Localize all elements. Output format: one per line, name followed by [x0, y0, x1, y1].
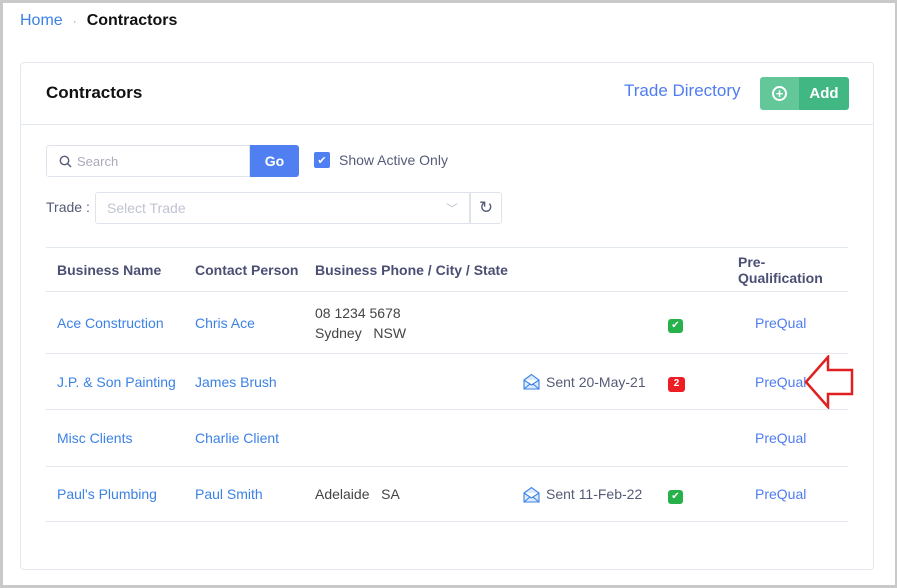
phone-location-cell [304, 353, 512, 410]
phone-location-cell: 08 1234 5678 Sydney NSW [304, 291, 512, 354]
search-icon [59, 155, 72, 167]
issue-count-badge: 2 [668, 376, 685, 392]
sent-date: Sent 11-Feb-22 [546, 486, 643, 502]
phone-location-cell [304, 409, 512, 467]
contact-person-link[interactable]: Chris Ace [195, 314, 255, 331]
go-button[interactable]: Go [250, 145, 299, 177]
header-phone-city-state: Business Phone / City / State [304, 247, 512, 292]
approved-check-icon: ✔ [668, 490, 683, 504]
header-status [657, 247, 727, 292]
business-name-link[interactable]: J.P. & Son Painting [57, 373, 176, 390]
contractors-card: Contractors Trade Directory + Add Search… [20, 62, 874, 570]
status-cell: ✔ [657, 291, 727, 354]
sent-cell: Sent 20-May-21 [512, 353, 657, 410]
city-state: Adelaide SA [315, 486, 400, 502]
status-cell [657, 409, 727, 467]
header-sent [512, 247, 657, 292]
envelope-icon [523, 373, 540, 390]
breadcrumb-home[interactable]: Home [20, 12, 63, 29]
add-button-label: Add [799, 77, 849, 110]
show-active-checkbox[interactable]: ✔ Show Active Only [314, 152, 448, 168]
sent-cell: Sent 11-Feb-22 [512, 466, 657, 522]
add-button[interactable]: + Add [760, 77, 849, 110]
show-active-label: Show Active Only [339, 152, 448, 168]
breadcrumb-current: Contractors [86, 12, 178, 29]
prequal-link[interactable]: PreQual [755, 373, 807, 390]
sent-date: Sent 20-May-21 [546, 373, 646, 390]
table-row[interactable]: Ace Construction Chris Ace 08 1234 5678 Syd… [46, 291, 848, 354]
trade-label: Trade : [46, 199, 90, 215]
approved-check-icon: ✔ [668, 318, 683, 333]
trade-directory-link[interactable]: Trade Directory [624, 81, 741, 100]
search-placeholder: Search [77, 153, 119, 169]
business-name-link[interactable]: Ace Construction [57, 314, 164, 331]
prequal-link[interactable]: PreQual [755, 430, 807, 446]
contractors-table: Business Name Contact Person Business Ph… [46, 247, 848, 522]
table-row[interactable]: J.P. & Son Painting James Brush Sent 20-Ma… [46, 353, 848, 410]
search-input[interactable]: Search [46, 145, 250, 177]
status-cell: ✔ [657, 466, 727, 522]
contact-person-link[interactable]: Charlie Client [195, 430, 280, 446]
annotation-arrow-icon [804, 355, 854, 409]
header-business-name: Business Name [46, 247, 184, 292]
checkmark-icon: ✔ [314, 152, 330, 168]
city-state: Sydney NSW [315, 324, 407, 341]
card-title: Contractors [46, 83, 143, 102]
plus-circle-icon: + [772, 86, 787, 101]
trade-select[interactable]: Select Trade ﹀ [95, 192, 470, 224]
table-row[interactable]: Paul's Plumbing Paul Smith Adelaide SA Sent… [46, 466, 848, 522]
refresh-button[interactable]: ↻ [470, 192, 502, 224]
chevron-down-icon: ﹀ [445, 202, 458, 216]
phone-location-cell: Adelaide SA [304, 466, 512, 522]
sent-cell [512, 291, 657, 354]
breadcrumb: Home · Contractors [20, 12, 177, 30]
card-header: Contractors Trade Directory + Add [21, 63, 873, 125]
business-name-link[interactable]: Misc Clients [57, 430, 133, 446]
contact-person-link[interactable]: Paul Smith [195, 486, 263, 502]
header-contact-person: Contact Person [184, 247, 304, 292]
sent-cell [512, 409, 657, 467]
prequal-link[interactable]: PreQual [755, 314, 807, 331]
prequal-link[interactable]: PreQual [755, 486, 807, 502]
table-header-row: Business Name Contact Person Business Ph… [46, 247, 848, 292]
breadcrumb-separator: · [72, 14, 77, 28]
contact-person-link[interactable]: James Brush [195, 373, 277, 390]
refresh-icon: ↻ [478, 198, 494, 217]
envelope-icon [523, 486, 540, 503]
trade-placeholder: Select Trade [107, 200, 186, 216]
table-row[interactable]: Misc Clients Charlie Client PreQual [46, 409, 848, 467]
status-cell: 2 [657, 353, 727, 410]
header-prequalification: Pre-Qualification [727, 247, 848, 292]
business-phone: 08 1234 5678 [315, 304, 401, 321]
business-name-link[interactable]: Paul's Plumbing [57, 486, 157, 502]
